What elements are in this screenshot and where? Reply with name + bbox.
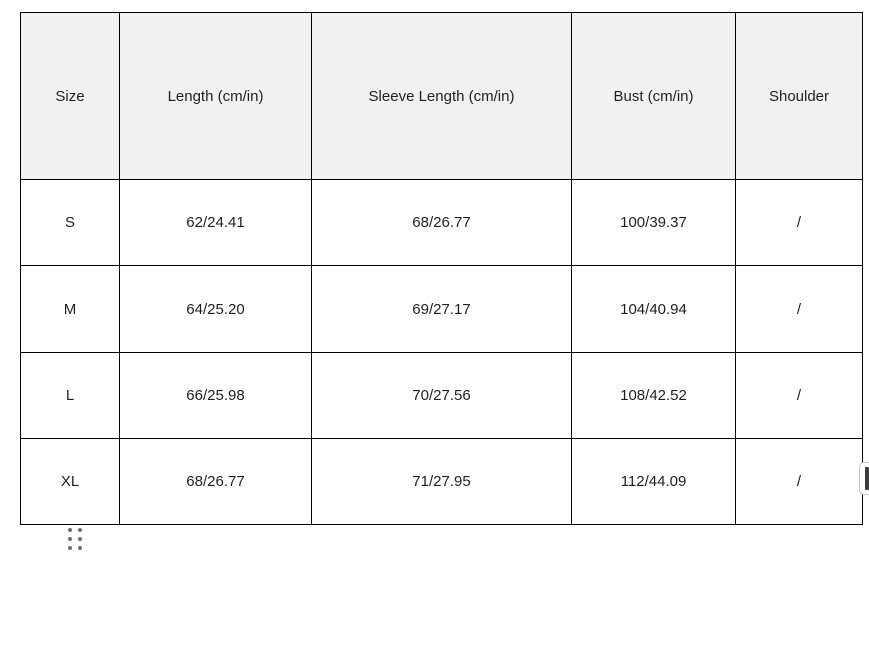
cell-size-xl: XL xyxy=(20,438,120,525)
table-header-row: Size Length (cm/in) Sleeve Length (cm/in… xyxy=(20,12,863,180)
cell-shoulder-m: / xyxy=(735,265,863,353)
column-header-sleeve-length: Sleeve Length (cm/in) xyxy=(311,12,572,180)
table-row-s: S 62/24.41 68/26.77 100/39.37 / xyxy=(20,179,863,266)
column-header-shoulder: Shoulder xyxy=(735,12,863,180)
drag-dot xyxy=(78,546,82,550)
cell-shoulder-l: / xyxy=(735,352,863,439)
cell-bust-l: 108/42.52 xyxy=(571,352,736,439)
cell-shoulder-xl: / xyxy=(735,438,863,525)
cell-length-s: 62/24.41 xyxy=(119,179,312,266)
cell-sleeve-length-s: 68/26.77 xyxy=(311,179,572,266)
column-header-bust: Bust (cm/in) xyxy=(571,12,736,180)
table-row-m: M 64/25.20 69/27.17 104/40.94 / xyxy=(20,265,863,353)
cell-size-m: M xyxy=(20,265,120,353)
cell-length-m: 64/25.20 xyxy=(119,265,312,353)
cell-bust-xl: 112/44.09 xyxy=(571,438,736,525)
cell-length-xl: 68/26.77 xyxy=(119,438,312,525)
drag-dot xyxy=(68,537,72,541)
size-chart-table-wrap: Size Length (cm/in) Sleeve Length (cm/in… xyxy=(20,12,863,525)
table-drag-handle-icon[interactable] xyxy=(68,528,82,550)
cell-shoulder-s: / xyxy=(735,179,863,266)
size-chart-table: Size Length (cm/in) Sleeve Length (cm/in… xyxy=(20,12,863,525)
column-header-size: Size xyxy=(20,12,120,180)
cell-bust-s: 100/39.37 xyxy=(571,179,736,266)
column-header-length: Length (cm/in) xyxy=(119,12,312,180)
drag-dot xyxy=(78,528,82,532)
cell-size-l: L xyxy=(20,352,120,439)
cell-sleeve-length-l: 70/27.56 xyxy=(311,352,572,439)
cell-sleeve-length-xl: 71/27.95 xyxy=(311,438,572,525)
drag-dot xyxy=(68,546,72,550)
edge-panel-toggle-bar-icon xyxy=(865,467,869,490)
table-row-l: L 66/25.98 70/27.56 108/42.52 / xyxy=(20,352,863,439)
cell-size-s: S xyxy=(20,179,120,266)
cell-sleeve-length-m: 69/27.17 xyxy=(311,265,572,353)
cell-length-l: 66/25.98 xyxy=(119,352,312,439)
table-row-xl: XL 68/26.77 71/27.95 112/44.09 / xyxy=(20,438,863,525)
drag-dot xyxy=(78,537,82,541)
cell-bust-m: 104/40.94 xyxy=(571,265,736,353)
edge-panel-toggle-button[interactable] xyxy=(859,462,869,495)
drag-dot xyxy=(68,528,72,532)
